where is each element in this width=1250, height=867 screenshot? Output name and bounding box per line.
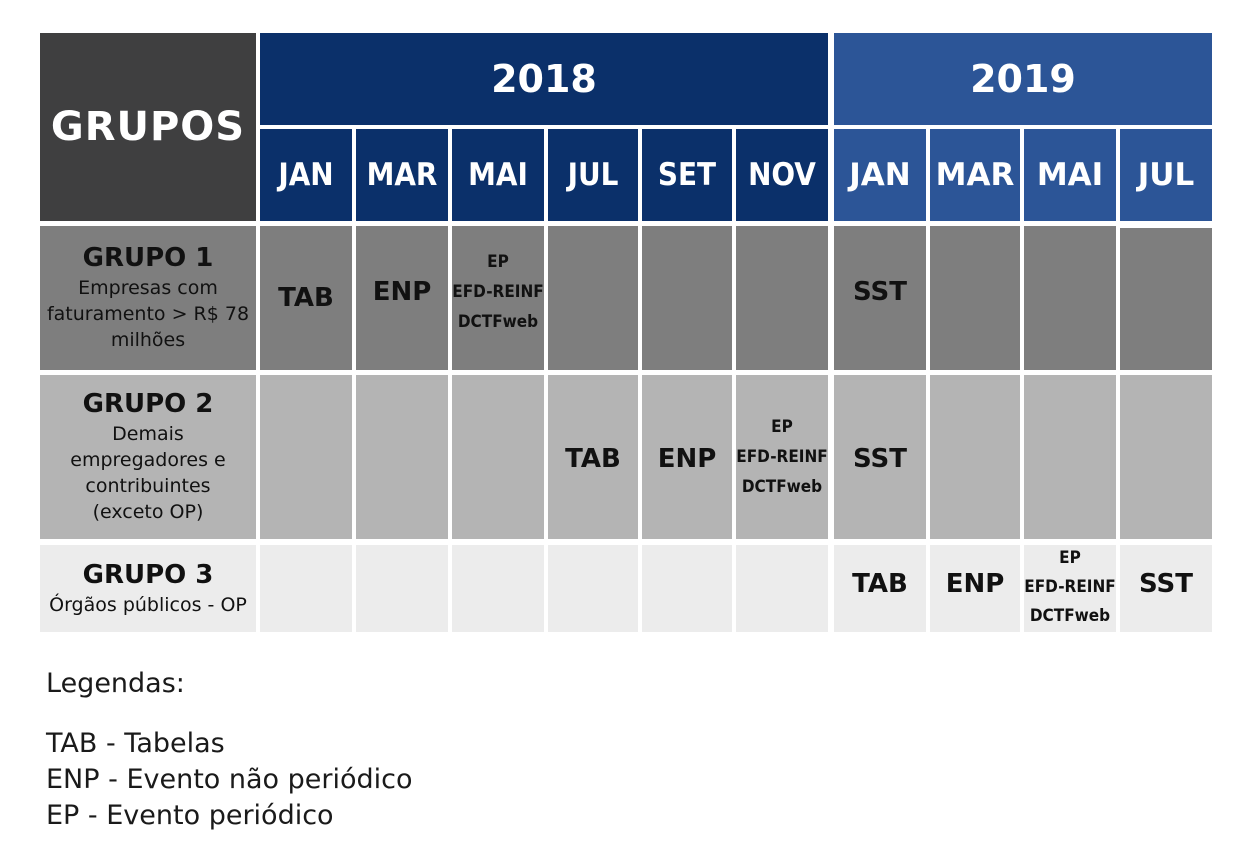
month-label: SET [657, 157, 717, 193]
grupo-2-cell [1120, 375, 1212, 539]
event-enp: ENP [372, 277, 432, 307]
grupo-2-cell: SST [834, 375, 926, 539]
month-label: MAI [1036, 157, 1104, 193]
month-label: JAN [849, 157, 911, 193]
grupo-2-cell [260, 375, 352, 539]
grupo-2-label: GRUPO 2 Demais empregadores e contribuin… [40, 375, 256, 539]
grupos-header: GRUPOS [40, 33, 256, 221]
grupo-1-cell: TAB [260, 226, 352, 370]
event-ep: EP [1059, 548, 1081, 568]
group-description: Demais empregadores e contribuintes (exc… [70, 423, 226, 523]
event-enp: ENP [945, 568, 1005, 599]
group-name: GRUPO 3 [82, 559, 214, 590]
grupo-2-cell: ENP [642, 375, 732, 539]
grupo-2-cell: TAB [548, 375, 638, 539]
legend-item-tab: TAB - Tabelas [46, 728, 225, 759]
grupo-2-cell [356, 375, 448, 539]
grupos-label: GRUPOS [50, 104, 246, 150]
month-header: JUL [1120, 129, 1212, 221]
legend-list: TAB - Tabelas ENP - Evento não periódico… [46, 726, 413, 834]
event-ep: EP [771, 417, 793, 437]
month-label: NOV [748, 157, 816, 193]
grupo-2-cell [452, 375, 544, 539]
grupo-3-cell [260, 545, 352, 632]
grupo-3-cell [642, 545, 732, 632]
legend-item-ep: EP - Evento periódico [46, 800, 334, 831]
year-label: 2019 [970, 57, 1076, 101]
month-header: JAN [834, 129, 926, 221]
grupo-1-cell [930, 226, 1020, 370]
event-tab: TAB [565, 444, 621, 474]
grupo-2-cell: EP EFD-REINF DCTFweb [736, 375, 828, 539]
month-label: MAR [366, 157, 438, 193]
month-header: MAI [1024, 129, 1116, 221]
grupo-1-cell [548, 226, 638, 370]
grupo-3-cell: ENP [930, 545, 1020, 632]
grupo-1-cell: ENP [356, 226, 448, 370]
month-label: JAN [278, 157, 334, 193]
grupo-3-label: GRUPO 3 Órgãos públicos - OP [40, 545, 256, 632]
grupo-1-cell [1120, 228, 1212, 370]
month-header: MAR [356, 129, 448, 221]
month-header: MAI [452, 129, 544, 221]
group-description: Empresas com faturamento > R$ 78 milhões [46, 277, 250, 351]
event-sst: SST [852, 277, 908, 307]
event-ep: EP [487, 252, 509, 272]
event-enp: ENP [657, 444, 717, 474]
event-sst: SST [852, 444, 908, 474]
event-efd-reinf: EFD-REINF [736, 447, 828, 467]
grupo-3-cell [452, 545, 544, 632]
grupo-1-cell [642, 226, 732, 370]
month-label: JUL [1137, 157, 1195, 193]
grupo-3-cell [356, 545, 448, 632]
grupo-1-cell: SST [834, 226, 926, 370]
grupo-3-cell [736, 545, 828, 632]
group-name: GRUPO 1 [82, 243, 214, 273]
grupo-1-label: GRUPO 1 Empresas com faturamento > R$ 78… [40, 226, 256, 370]
event-dctfweb: DCTFweb [1029, 606, 1111, 626]
month-label: JUL [567, 157, 619, 193]
event-sst: SST [1138, 568, 1194, 599]
event-tab: TAB [278, 283, 334, 313]
month-label: MAR [935, 157, 1015, 193]
grupo-2-cell [1024, 375, 1116, 539]
month-label: MAI [468, 157, 528, 193]
event-tab: TAB [852, 568, 908, 599]
month-header: NOV [736, 129, 828, 221]
grupo-3-cell: TAB [834, 545, 926, 632]
year-2019-header: 2019 [834, 33, 1212, 125]
legend-title: Legendas: [46, 668, 185, 699]
grupo-3-cell: SST [1120, 545, 1212, 632]
month-header: JUL [548, 129, 638, 221]
group-description: Órgãos públicos - OP [49, 593, 247, 616]
grupo-1-cell [736, 226, 828, 370]
grupo-2-cell [930, 375, 1020, 539]
year-2018-header: 2018 [260, 33, 828, 125]
group-name: GRUPO 2 [82, 389, 214, 419]
grupo-1-cell: EP EFD-REINF DCTFweb [452, 226, 544, 370]
event-dctfweb: DCTFweb [741, 477, 823, 497]
event-efd-reinf: EFD-REINF [1024, 577, 1116, 597]
month-header: SET [642, 129, 732, 221]
event-efd-reinf: EFD-REINF [452, 282, 544, 302]
year-label: 2018 [491, 57, 597, 101]
grupo-3-cell: EP EFD-REINF DCTFweb [1024, 545, 1116, 632]
grupo-1-cell [1024, 226, 1116, 370]
month-header: JAN [260, 129, 352, 221]
month-header: MAR [930, 129, 1020, 221]
grupo-3-cell [548, 545, 638, 632]
event-dctfweb: DCTFweb [457, 312, 539, 332]
legend-item-enp: ENP - Evento não periódico [46, 764, 413, 795]
